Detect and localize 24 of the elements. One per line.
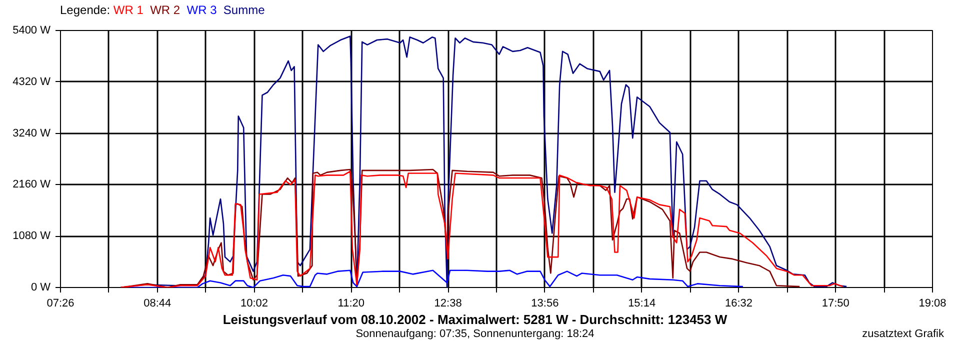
y-tick-label: 0 W [30,282,52,294]
text: WR 2 [150,3,180,17]
x-tick-label: 13:56 [531,298,559,310]
x-tick-label: 17:50 [822,298,850,310]
x-tick-label: 15:14 [628,298,656,310]
x-tick-label: 19:08 [918,298,946,310]
legend-title: Legende: [60,3,110,17]
text: Leistungsverlauf vom 08.10.2002 - Maximalwert: 5281 W - Durchschnitt: 123453 W [222,312,728,327]
x-tick-label: 08:44 [144,298,172,310]
x-tick-label: 11:20 [338,298,365,310]
x-tick-label: 10:02 [240,298,268,310]
y-tick-label: 1080 W [12,230,52,242]
text: Sonnenaufgang: 07:35, Sonnenuntergang: 18:24 [356,328,594,340]
text: zusatztext Grafik [862,327,944,341]
y-tick-label: 4320 W [12,76,52,88]
y-tick-label: 5400 W [12,24,52,36]
x-tick-label: 07:26 [46,298,74,310]
text: WR 3 [186,3,217,17]
x-tick-label: 16:32 [724,298,752,310]
y-tick-label: 3240 W [12,127,52,140]
y-tick-label: 2160 W [12,178,52,191]
x-tick-label: 12:38 [434,298,462,310]
text: WR 1 [113,3,144,17]
text: Summe [223,3,265,17]
